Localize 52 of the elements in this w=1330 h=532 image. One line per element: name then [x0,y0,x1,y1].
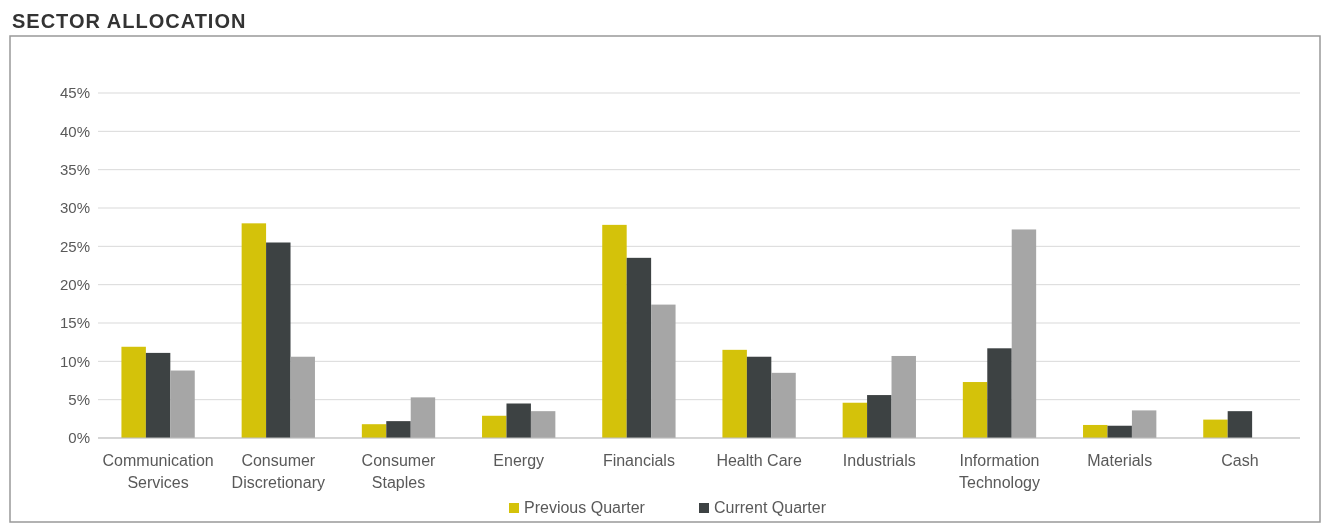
x-tick-label: Communication Services [102,452,214,491]
bar [266,242,291,438]
bar [722,349,747,438]
bar [651,304,676,438]
y-tick-label: 5% [68,390,90,408]
bar [482,415,507,438]
bar [290,356,315,438]
bar [506,403,531,438]
bar [1107,425,1132,438]
bar [771,372,796,438]
x-tick-label: Health Care [716,452,802,469]
y-tick-label: 45% [59,84,90,102]
x-tick-label: Information Technology [959,452,1040,491]
x-tick-label: Materials [1087,452,1153,469]
bar [987,348,1012,438]
bar [746,356,772,438]
y-tick-label: 10% [59,352,90,370]
x-tick-label: Industrials [842,452,916,469]
bar [867,395,892,438]
chart-title: SECTOR ALLOCATION [12,10,247,32]
x-tick-label: Consumer Discretionary [231,452,325,491]
bar [170,370,195,438]
legend-label: Current Quarter [714,499,827,516]
bar [241,223,267,438]
bar [962,382,988,438]
bar [1227,411,1253,438]
bar [410,397,436,438]
bar [1131,410,1157,438]
x-tick-label: Financials [602,452,675,469]
y-tick-label: 40% [59,122,90,140]
bar [842,402,868,438]
bar [891,355,916,438]
bar [121,346,146,438]
bar [602,224,627,438]
y-tick-label: 35% [59,160,90,178]
y-tick-label: 30% [59,199,90,217]
y-tick-label: 20% [59,275,90,293]
y-tick-label: 15% [59,314,90,332]
x-tick-label: Energy [493,452,545,469]
legend-label: Previous Quarter [524,499,646,516]
y-tick-label: 25% [59,237,90,255]
bar [1083,424,1108,438]
bar [361,424,387,438]
x-tick-label: Cash [1221,452,1259,469]
bar [1011,229,1037,438]
x-tick-label: Consumer Staples [361,452,437,491]
bar [386,421,411,438]
bar [145,352,171,438]
bar [626,257,652,438]
bar [1203,419,1228,438]
y-tick-label: 0% [68,429,90,447]
bar [530,411,556,438]
